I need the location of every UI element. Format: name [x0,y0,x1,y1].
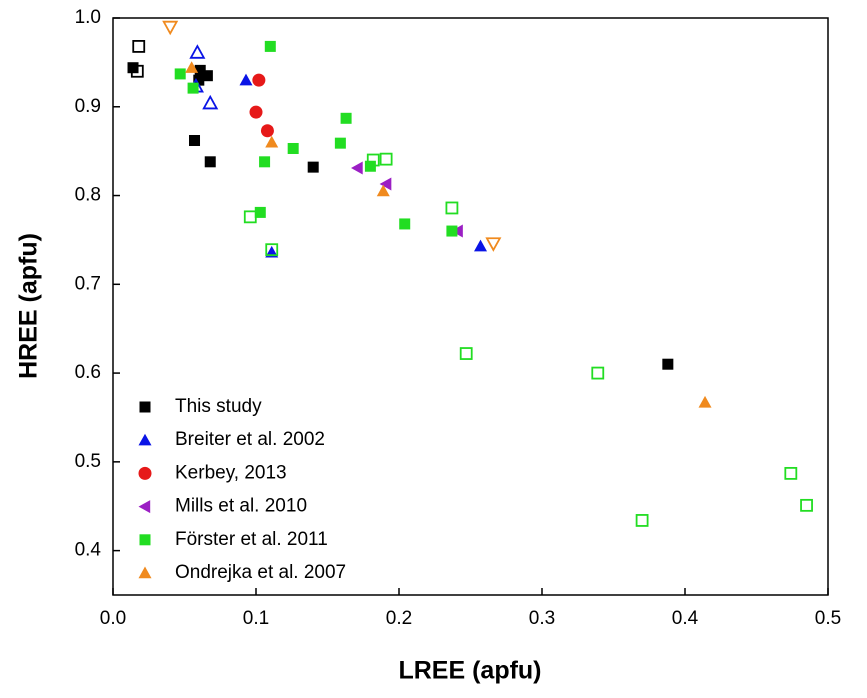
legend-marker [138,466,152,480]
marker [189,44,206,59]
legend-label: Kerbey, 2013 [175,462,287,483]
marker [485,237,502,252]
marker [784,466,798,480]
marker [446,225,458,237]
marker [239,73,253,86]
marker [340,112,352,124]
y-tick-label: 0.7 [75,273,101,294]
marker [193,74,205,86]
marker [254,206,266,218]
legend-marker [138,433,152,446]
x-tick-label: 0.3 [529,608,555,629]
y-tick-label: 0.4 [75,540,102,561]
y-tick-label: 0.6 [75,362,101,383]
marker [379,177,392,191]
y-axis-label: HREE (apfu) [15,233,43,379]
marker [662,358,674,370]
marker [204,156,216,168]
marker [265,243,279,257]
legend-marker [139,401,151,413]
marker [187,82,199,94]
x-tick-label: 0.0 [100,608,126,629]
legend-label: This study [175,396,262,417]
marker [127,62,139,74]
marker [162,20,179,36]
legend-label: Mills et al. 2010 [175,496,307,517]
marker [351,161,363,175]
marker [260,124,274,138]
plot-frame [112,17,829,596]
x-tick-label: 0.4 [672,608,699,629]
marker [130,64,144,78]
marker [307,161,319,173]
marker [264,40,276,52]
marker [202,94,219,110]
legend-label: Breiter et al. 2002 [175,429,325,450]
y-tick-label: 0.9 [75,96,101,117]
marker [698,395,712,408]
marker [366,153,380,167]
y-tick-label: 0.5 [75,451,101,472]
marker [591,366,605,380]
legend-marker [138,566,152,579]
marker [376,184,390,197]
y-tick-label: 0.8 [75,185,101,206]
legend-label: Ondrejka et al. 2007 [175,562,346,583]
y-tick-label: 1.0 [75,7,101,28]
marker [174,68,186,80]
marker [445,201,459,215]
marker [635,514,649,527]
marker [459,347,473,360]
x-tick-label: 0.2 [386,608,412,629]
marker [474,239,488,252]
legend-label: Förster et al. 2011 [175,529,328,550]
marker [800,498,813,512]
marker [132,40,146,53]
x-tick-label: 0.1 [243,608,269,629]
x-tick-label: 0.5 [815,608,841,629]
marker [189,135,201,147]
marker [249,105,263,119]
marker [243,210,257,224]
marker [252,73,266,87]
marker [265,135,279,148]
marker [334,137,346,149]
marker [201,70,213,82]
marker [185,61,199,73]
marker [194,64,206,76]
legend-marker [139,534,151,546]
marker [287,142,299,154]
legend-marker [138,500,151,514]
marker [379,152,393,166]
marker [399,218,411,230]
x-axis-label: LREE (apfu) [398,657,541,685]
marker [259,156,271,168]
